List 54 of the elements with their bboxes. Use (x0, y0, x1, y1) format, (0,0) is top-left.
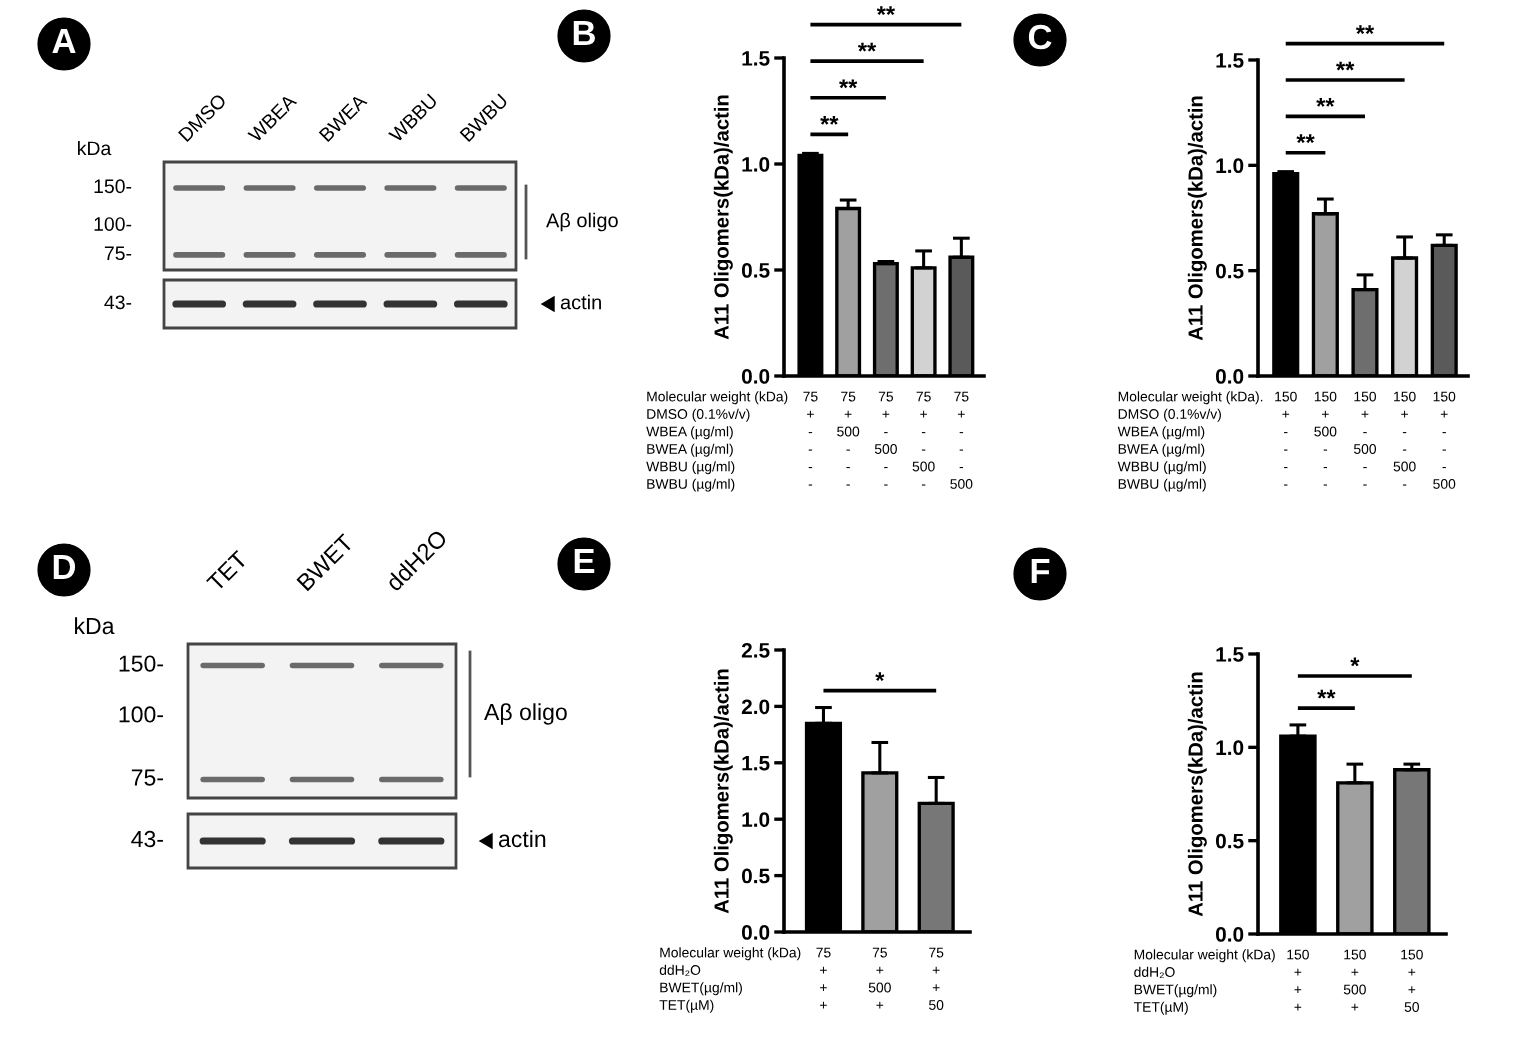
y-tick-label: 1.5 (1216, 53, 1244, 68)
text: 100- (119, 706, 163, 723)
text: 100- (94, 217, 132, 231)
chart-title: C (1028, 24, 1052, 50)
y-tick-label: 1.0 (742, 157, 770, 172)
chart-title: B (573, 21, 595, 45)
text: 43- (104, 295, 132, 310)
chart-title: E (574, 549, 595, 573)
annotation: ** (1316, 97, 1335, 107)
text: Aβ oligo (546, 212, 618, 232)
text: ** (857, 42, 877, 52)
annotation: * (1350, 657, 1360, 667)
y-tick-label: 0.5 (741, 868, 770, 884)
y-axis-title: A11 Oligomers(kDa)/actin (1187, 672, 1207, 917)
chart-title: F (1031, 559, 1050, 583)
text: kDa (78, 140, 112, 156)
y-tick-label: 2.0 (741, 699, 770, 715)
text: 75- (104, 246, 132, 261)
text: Aβ oligo (484, 703, 567, 725)
text: ** (1355, 25, 1375, 35)
text: kDa (75, 617, 115, 635)
y-axis-title: A11 Oligomers(kDa)/actin (1187, 96, 1207, 341)
y-tick-label: 0.5 (1215, 263, 1244, 279)
annotation: ** (839, 79, 858, 89)
text: 75- (131, 769, 163, 786)
y-tick-label: 1.5 (742, 756, 770, 771)
text: D (53, 555, 76, 579)
y-tick-label: 0.0 (1215, 369, 1244, 384)
text: 150- (119, 655, 163, 672)
y-tick-label: 1.5 (1216, 647, 1244, 662)
text: A (52, 29, 76, 53)
text: actin (560, 294, 601, 310)
annotation: ** (820, 115, 839, 125)
y-tick-label: 1.0 (742, 812, 770, 827)
y-axis-title: A11 Oligomers(kDa)/actin (713, 669, 733, 914)
y-tick-label: 0.0 (1215, 927, 1244, 942)
annotation: * (875, 672, 885, 682)
y-tick-label: 0.5 (1215, 833, 1244, 849)
text: 43- (131, 830, 163, 848)
y-tick-label: 0.0 (741, 369, 770, 384)
y-tick-label: 1.0 (1216, 158, 1244, 174)
y-tick-label: 1.5 (742, 51, 770, 66)
y-tick-label: 0.0 (741, 925, 770, 940)
text: ** (876, 6, 896, 16)
y-axis-title: A11 Oligomers(kDa)/actin (713, 95, 733, 340)
annotation: ** (1317, 689, 1336, 699)
y-tick-label: 2.5 (741, 643, 770, 658)
y-tick-label: 1.0 (1216, 740, 1244, 756)
y-tick-label: 0.5 (741, 263, 770, 278)
annotation: ** (1296, 134, 1315, 144)
text: 150- (94, 179, 132, 194)
category-label: TET (206, 549, 249, 593)
text: actin (498, 830, 546, 848)
annotation: ** (1336, 61, 1355, 71)
